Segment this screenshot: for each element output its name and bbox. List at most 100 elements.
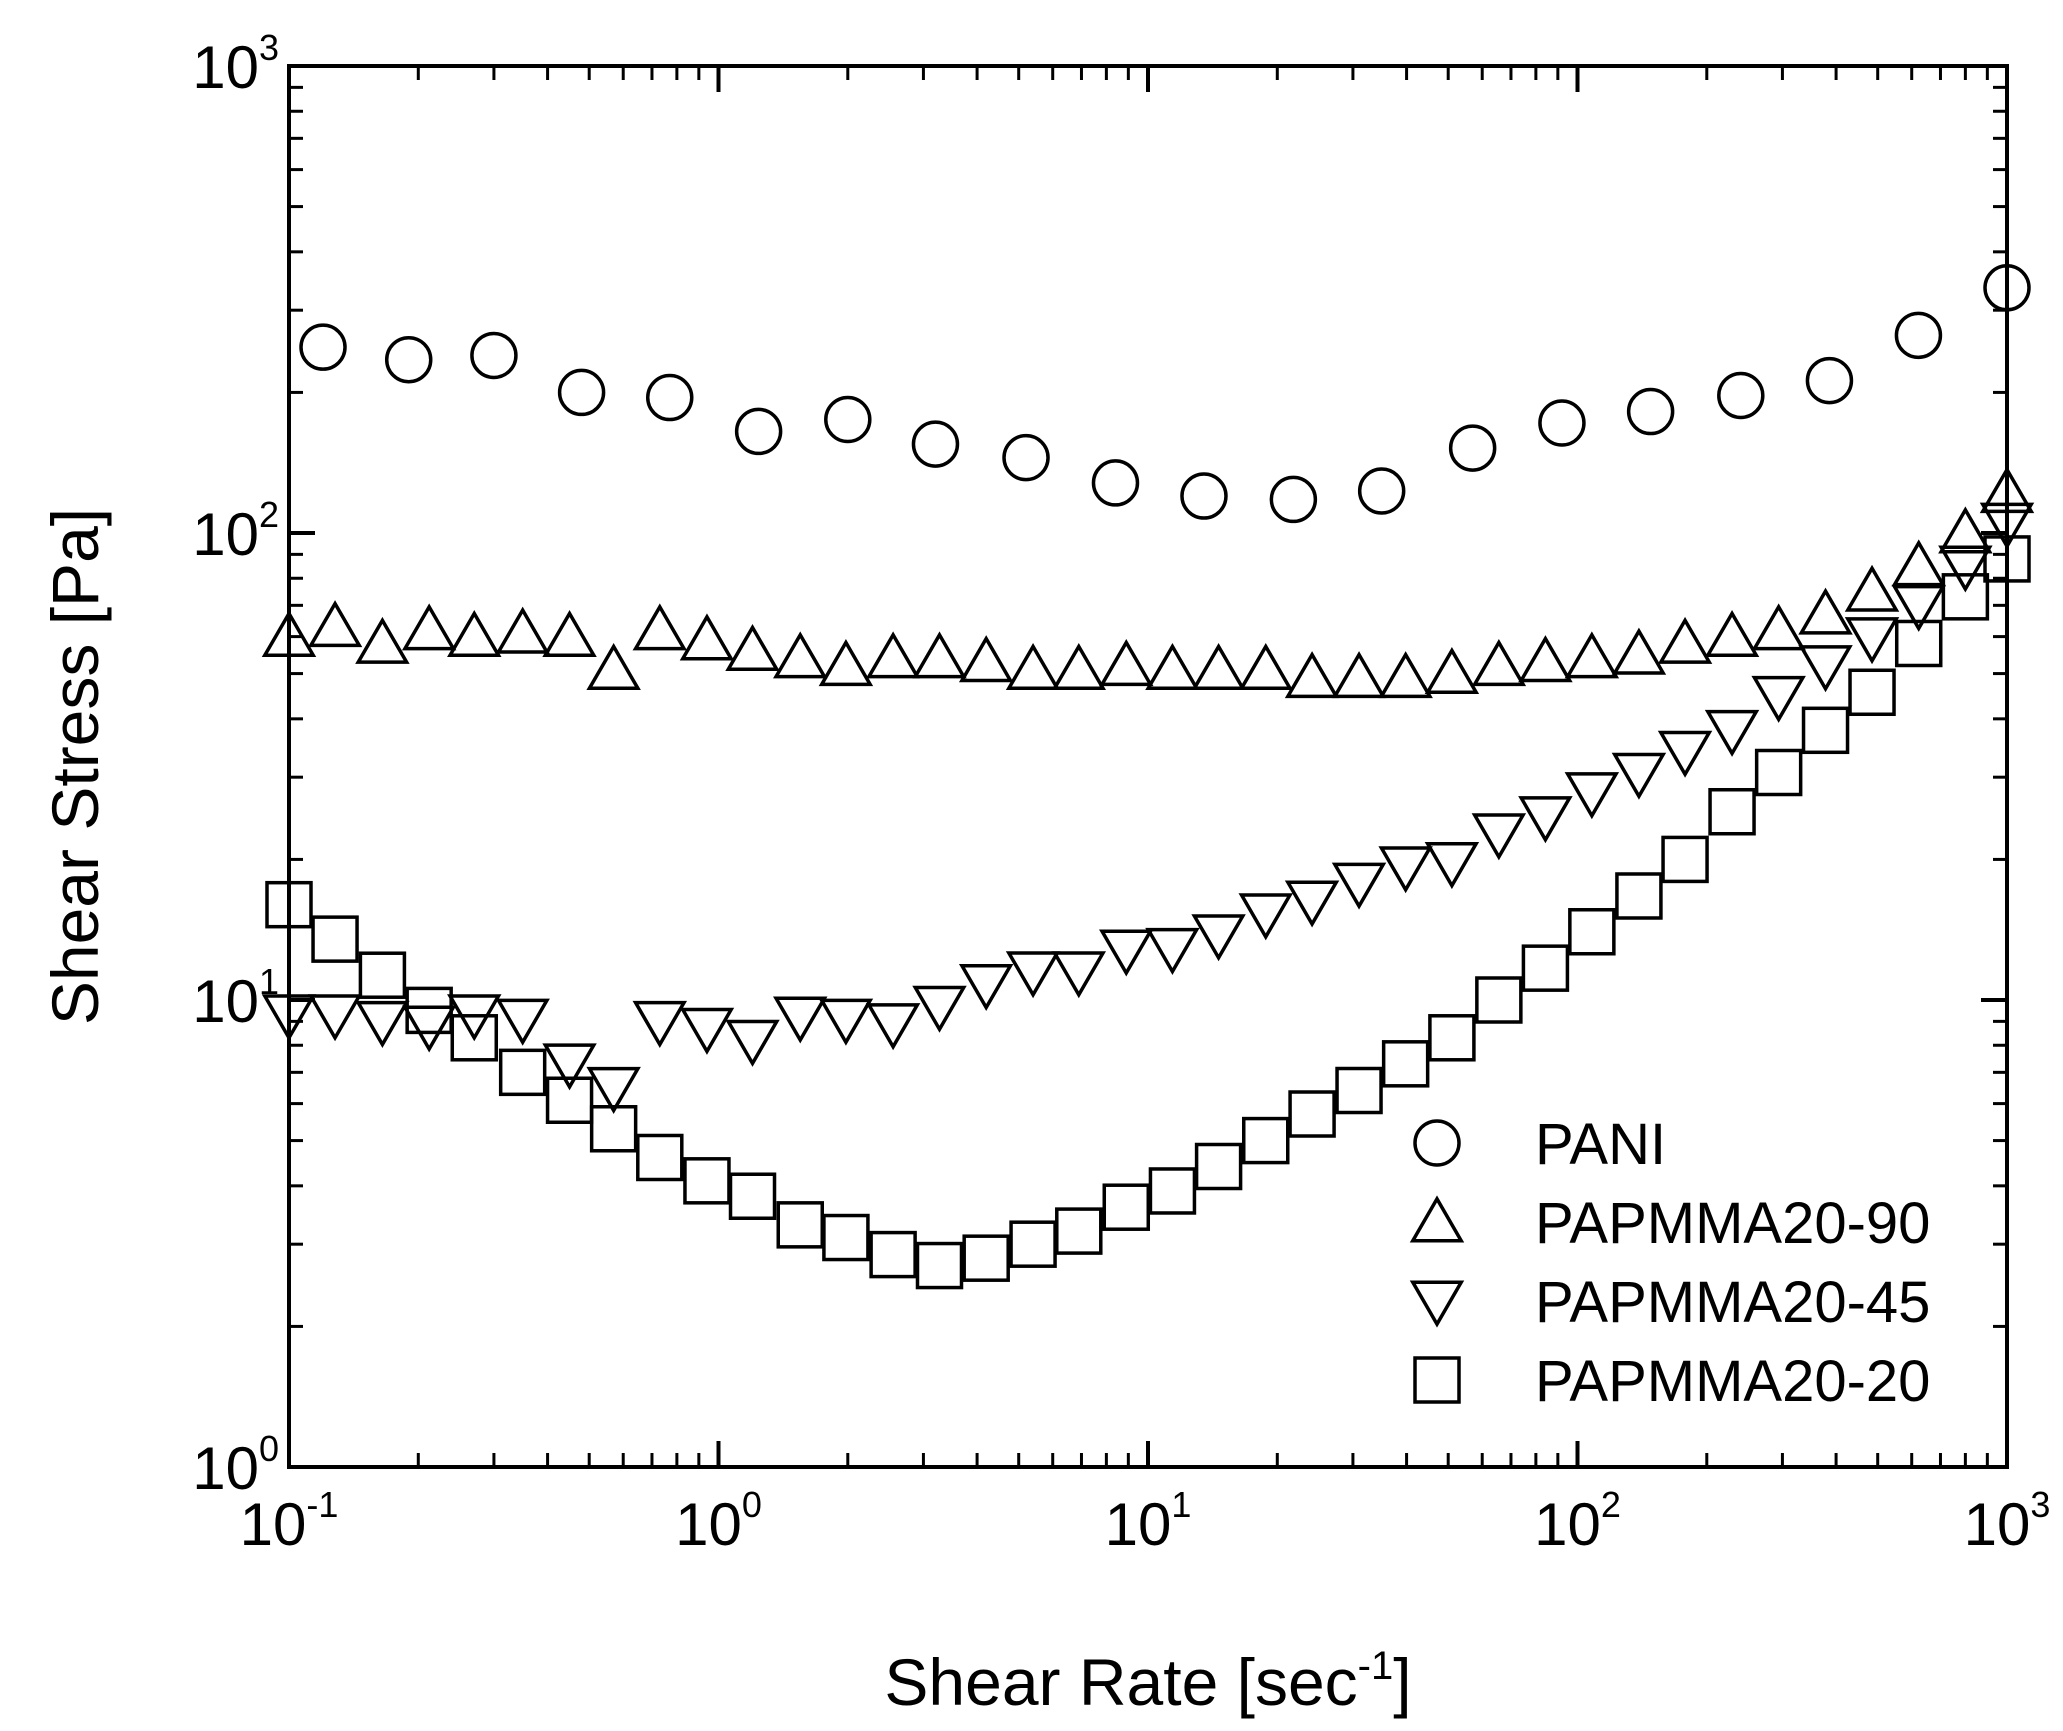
legend-label: PAPMMA20-20 xyxy=(1535,1349,1930,1414)
data-point xyxy=(1378,651,1433,699)
legend-item: PAPMMA20-45 xyxy=(1409,1270,1930,1335)
y-tick-exponent: 2 xyxy=(259,494,279,535)
x-tick-base: 10 xyxy=(1105,1491,1172,1558)
data-point xyxy=(1428,1014,1476,1062)
data-point xyxy=(1704,610,1760,658)
legend-item: PAPMMA20-90 xyxy=(1409,1191,1930,1256)
data-point xyxy=(679,1007,735,1055)
x-tick-label: 101 xyxy=(1105,1484,1192,1558)
x-tick-labels: 10-1 100 101 102 103 xyxy=(240,1484,2051,1558)
data-point xyxy=(1844,617,1900,665)
data-point xyxy=(1424,646,1480,695)
legend-label: PANI xyxy=(1535,1112,1666,1177)
data-point xyxy=(384,335,433,384)
data-point xyxy=(1891,539,1946,587)
data-point xyxy=(557,368,606,417)
data-point xyxy=(1801,706,1850,755)
data-point xyxy=(358,951,407,999)
data-point xyxy=(728,1172,777,1220)
x-axis-title: Shear Rate [sec-1] xyxy=(884,1644,1411,1719)
data-series xyxy=(261,264,2035,1290)
data-point xyxy=(1657,730,1713,778)
data-point xyxy=(1331,651,1387,699)
y-tick-label: 101 xyxy=(192,961,279,1035)
x-tick-exponent: 3 xyxy=(2030,1484,2050,1525)
data-point xyxy=(679,613,735,661)
legend-label: PAPMMA20-45 xyxy=(1535,1270,1930,1335)
data-point xyxy=(1269,475,1318,524)
data-point xyxy=(1002,433,1050,482)
series-papmma20-90 xyxy=(261,466,2035,699)
data-point xyxy=(1148,1167,1197,1215)
data-point xyxy=(1708,787,1756,836)
data-point xyxy=(311,915,359,963)
data-point xyxy=(958,635,1014,683)
data-point xyxy=(776,1201,824,1249)
legend-item: PANI xyxy=(1413,1112,1666,1177)
legend-item: PAPMMA20-20 xyxy=(1413,1349,1930,1414)
y-tick-exponent: 0 xyxy=(259,1428,279,1469)
data-point xyxy=(818,998,874,1046)
y-tick-label: 100 xyxy=(192,1428,279,1502)
data-point xyxy=(1805,356,1854,405)
data-point xyxy=(1568,908,1616,956)
data-point xyxy=(1288,1090,1336,1138)
y-tick-exponent: 1 xyxy=(259,961,279,1002)
data-point xyxy=(1331,862,1387,910)
data-point xyxy=(498,1048,547,1097)
data-point xyxy=(865,1003,921,1051)
legend-marker xyxy=(1413,1119,1461,1167)
data-point xyxy=(1564,772,1620,820)
x-axis-title-suffix: ] xyxy=(1393,1645,1411,1719)
series-papmma20-45 xyxy=(261,502,2035,1114)
data-point xyxy=(962,1234,1010,1282)
data-point xyxy=(1751,675,1806,723)
data-point xyxy=(822,1213,870,1262)
x-axis-title-text: Shear Rate [sec xyxy=(884,1645,1357,1719)
data-point xyxy=(1521,944,1570,992)
data-point xyxy=(586,1066,641,1114)
data-point xyxy=(915,1241,964,1290)
data-point xyxy=(645,373,694,422)
data-point xyxy=(1009,1220,1057,1268)
y-tick-exponent: 3 xyxy=(259,27,279,68)
x-axis-title-exponent: -1 xyxy=(1358,1644,1394,1688)
data-point xyxy=(1238,642,1293,691)
legend: PANI PAPMMA20-90 PAPMMA20-45 PAPMMA20-20 xyxy=(1409,1112,1930,1414)
data-point xyxy=(1191,642,1246,691)
legend-label: PAPMMA20-90 xyxy=(1535,1191,1930,1256)
data-point xyxy=(1284,880,1340,928)
series-pani xyxy=(299,264,2031,524)
data-point xyxy=(865,631,921,679)
data-point xyxy=(1051,951,1107,999)
data-point xyxy=(1091,459,1140,507)
data-point xyxy=(1518,635,1573,683)
data-point xyxy=(1242,1116,1290,1165)
data-point xyxy=(355,616,410,664)
data-point xyxy=(734,407,783,456)
data-point xyxy=(1626,387,1675,436)
data-point xyxy=(1717,371,1765,420)
x-tick-label: 100 xyxy=(675,1484,762,1558)
data-point xyxy=(447,610,502,658)
data-point xyxy=(1238,893,1293,941)
data-point xyxy=(545,1076,594,1125)
x-tick-base: 10 xyxy=(1534,1491,1601,1558)
data-point xyxy=(1751,603,1806,651)
data-point xyxy=(1844,564,1900,612)
data-point xyxy=(1704,709,1760,757)
legend-marker xyxy=(1413,1356,1461,1404)
minor-ticks xyxy=(289,66,2007,1467)
data-point xyxy=(1941,573,1990,621)
data-point xyxy=(401,603,457,651)
data-point xyxy=(1194,1142,1243,1191)
data-point xyxy=(912,631,967,679)
data-point xyxy=(1938,506,1993,554)
data-point xyxy=(450,1014,499,1062)
data-point xyxy=(1180,472,1228,520)
data-point xyxy=(683,1157,731,1205)
data-point xyxy=(1657,616,1713,664)
x-tick-exponent: 2 xyxy=(1601,1484,1621,1525)
